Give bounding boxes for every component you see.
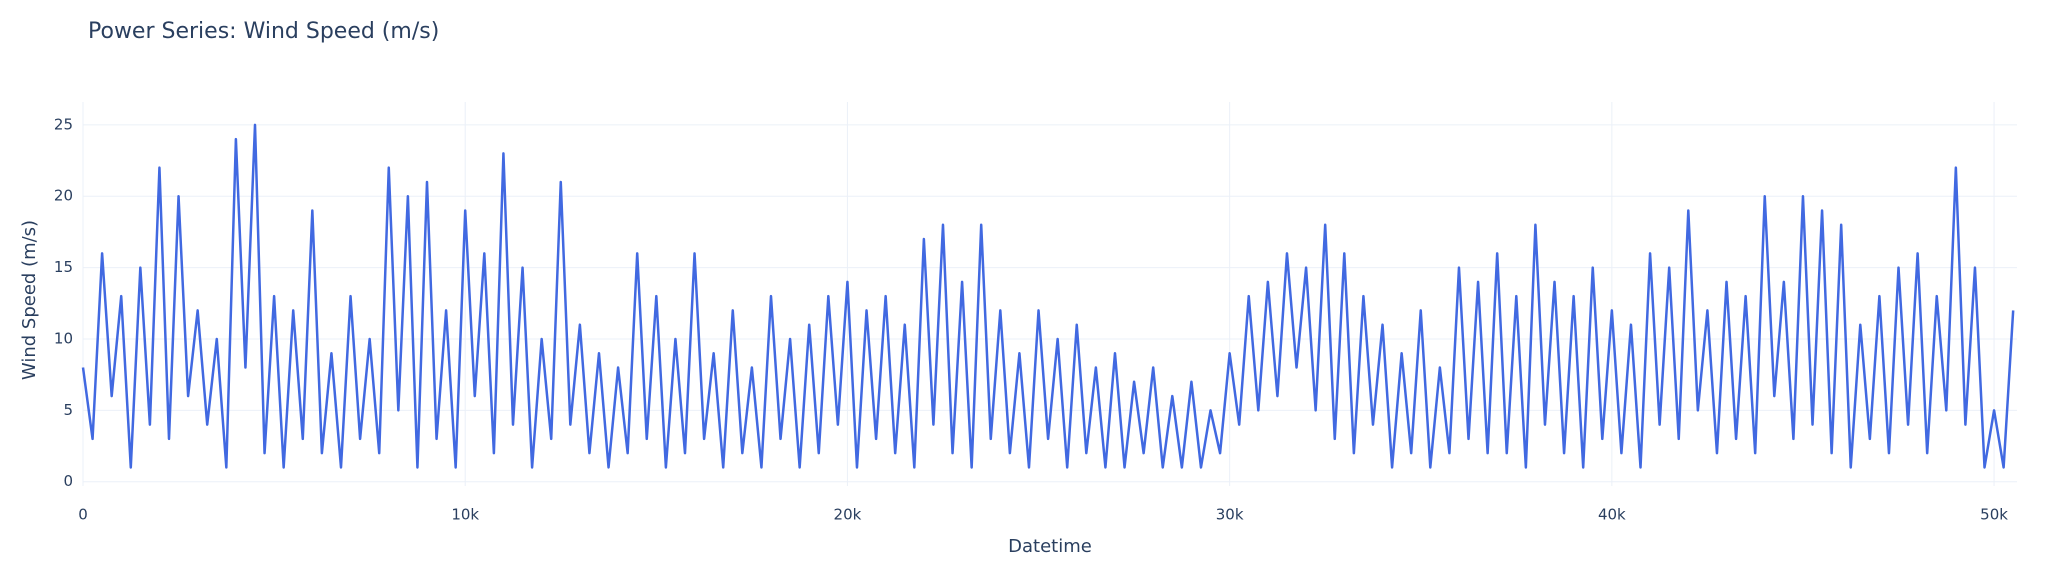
y-tick-label: 25: [54, 115, 73, 133]
x-tick-label: 50k: [1980, 506, 2008, 524]
line-series: [81, 123, 2015, 469]
x-tick-label: 30k: [1216, 506, 1244, 524]
y-tick-label: 10: [54, 329, 73, 347]
x-axis-title: Datetime: [1008, 536, 1092, 557]
y-tick-label: 15: [54, 258, 73, 276]
x-tick-label: 10k: [451, 506, 479, 524]
x-tick-label: 20k: [834, 506, 862, 524]
x-tick-label: 0: [78, 506, 88, 524]
y-tick-label: 0: [63, 472, 73, 490]
x-tick-label: 40k: [1598, 506, 1626, 524]
y-tick-label: 20: [54, 187, 73, 205]
y-tick-label: 5: [63, 401, 73, 419]
chart-title: Power Series: Wind Speed (m/s): [88, 19, 439, 44]
y-axis-title: Wind Speed (m/s): [19, 220, 40, 380]
